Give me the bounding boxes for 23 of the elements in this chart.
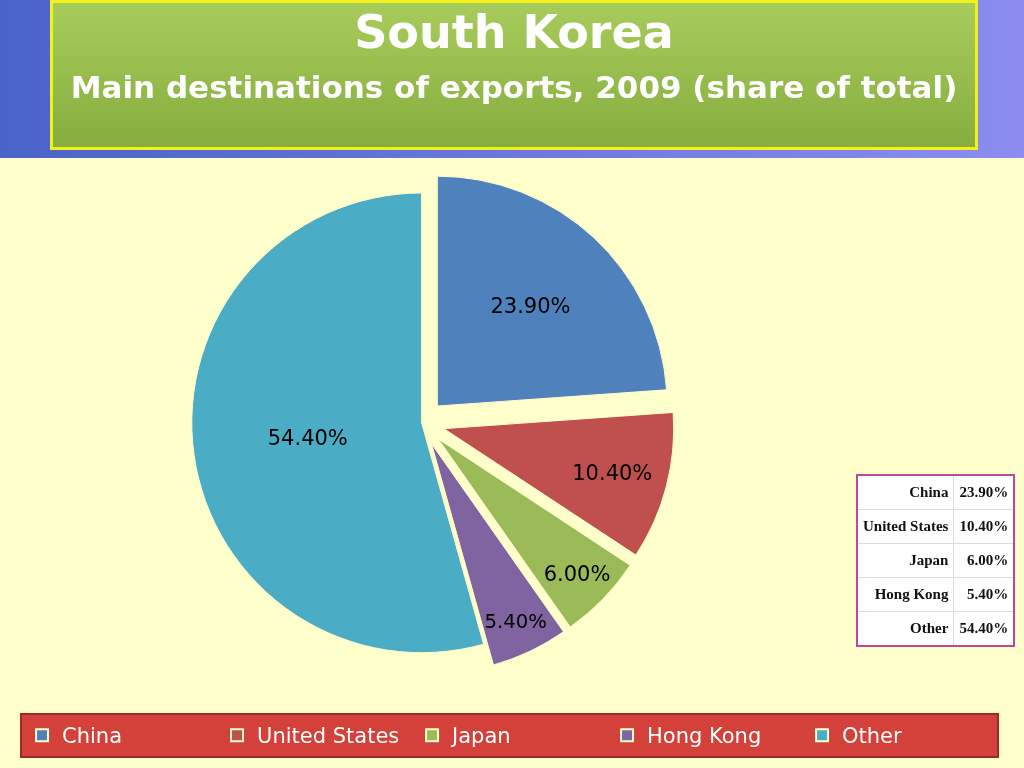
category-label: China <box>909 484 949 500</box>
category-label: Japan <box>909 552 949 568</box>
category-label: Other <box>910 620 949 636</box>
text: 6.00% <box>966 552 1009 568</box>
data-label: 6.00% <box>543 561 611 586</box>
data-label: 5.40% <box>484 609 547 633</box>
title-banner: South Korea Main destinations of exports, 2009 (share of total) <box>50 0 978 150</box>
chart-subtitle: Main destinations of exports, 2009 (share of total) <box>69 68 959 107</box>
legend-label: Other <box>842 724 903 749</box>
legend-label: United States <box>257 724 400 749</box>
chart-title: South Korea <box>353 5 675 59</box>
category-label: Hong Kong <box>874 586 949 602</box>
text: 54.40% <box>959 620 1009 636</box>
legend-label: China <box>62 724 123 749</box>
category-label: United States <box>863 518 949 534</box>
text: 5.40% <box>966 586 1009 602</box>
text: 10.40% <box>959 518 1009 534</box>
text: 23.90% <box>959 484 1009 500</box>
data-label: 23.90% <box>490 294 571 319</box>
data-label: 54.40% <box>267 426 348 451</box>
legend-label: Japan <box>450 724 511 749</box>
data-label: 10.40% <box>572 460 653 485</box>
legend-label: Hong Kong <box>647 724 762 749</box>
